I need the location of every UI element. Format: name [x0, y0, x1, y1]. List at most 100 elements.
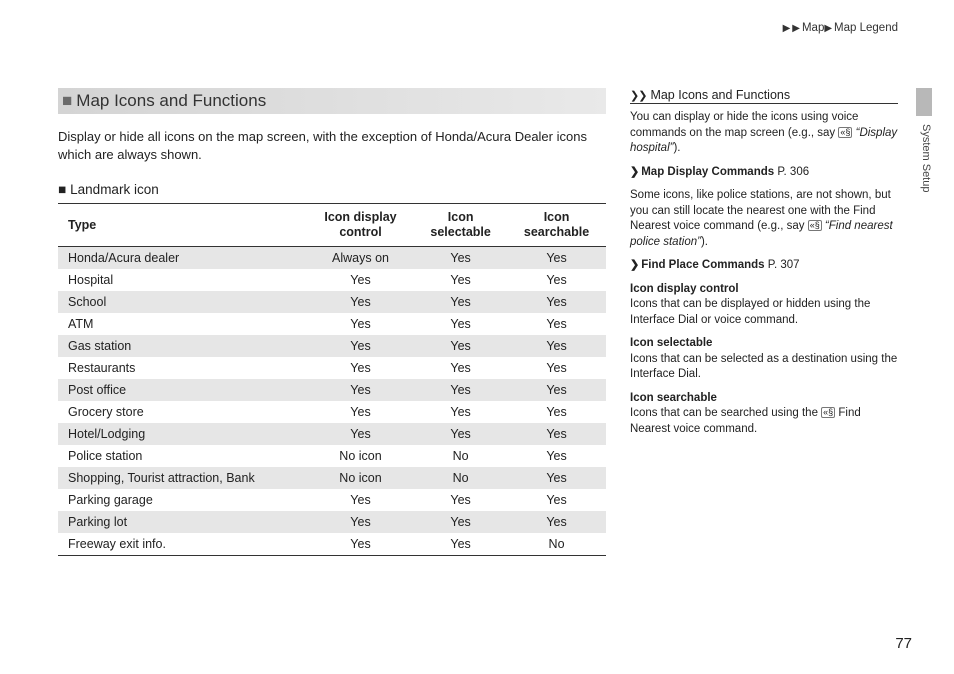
- col-type: Type: [58, 204, 307, 247]
- intro-paragraph: Display or hide all icons on the map scr…: [58, 128, 606, 164]
- definition-body: Icons that can be displayed or hidden us…: [630, 298, 870, 326]
- table-cell: No icon: [307, 467, 414, 489]
- definition-body: Icons that can be selected as a destinat…: [630, 353, 897, 381]
- table-cell: Yes: [507, 511, 606, 533]
- table-cell: Yes: [307, 313, 414, 335]
- definition-block: Icon display control Icons that can be d…: [630, 282, 898, 329]
- table-cell: Yes: [307, 379, 414, 401]
- definition-body: Icons that can be searched using the «§ …: [630, 407, 861, 435]
- table-cell: Yes: [307, 511, 414, 533]
- definition-term: Icon searchable: [630, 391, 898, 407]
- sub-heading-text: Landmark icon: [70, 182, 159, 197]
- definition-term: Icon selectable: [630, 336, 898, 352]
- table-cell: Grocery store: [58, 401, 307, 423]
- voice-command-icon: «§: [821, 407, 835, 418]
- cross-reference: ❯Map Display Commands P. 306: [630, 165, 898, 181]
- left-column: ■Map Icons and Functions Display or hide…: [58, 88, 606, 556]
- table-row: Hotel/LodgingYesYesYes: [58, 423, 606, 445]
- table-cell: Yes: [307, 291, 414, 313]
- table-cell: Yes: [414, 291, 507, 313]
- table-cell: Yes: [307, 357, 414, 379]
- definition-term: Icon display control: [630, 282, 898, 298]
- cross-reference: ❯Find Place Commands P. 307: [630, 258, 898, 274]
- table-cell: ATM: [58, 313, 307, 335]
- table-cell: Yes: [507, 335, 606, 357]
- table-cell: Honda/Acura dealer: [58, 247, 307, 270]
- table-cell: Post office: [58, 379, 307, 401]
- table-cell: Yes: [507, 467, 606, 489]
- col-select: Iconselectable: [414, 204, 507, 247]
- table-row: Gas stationYesYesYes: [58, 335, 606, 357]
- breadcrumb-level1: Map: [802, 22, 824, 34]
- square-marker-icon: ■: [58, 182, 66, 197]
- table-row: SchoolYesYesYes: [58, 291, 606, 313]
- table-cell: No icon: [307, 445, 414, 467]
- landmark-table: Type Icon displaycontrol Iconselectable …: [58, 203, 606, 556]
- table-cell: Parking garage: [58, 489, 307, 511]
- table-cell: Yes: [507, 291, 606, 313]
- table-cell: Yes: [414, 269, 507, 291]
- table-cell: Yes: [414, 511, 507, 533]
- breadcrumb-arrow-icon: ▶: [792, 23, 800, 34]
- table-cell: No: [414, 467, 507, 489]
- content-area: ■Map Icons and Functions Display or hide…: [58, 88, 918, 556]
- table-cell: Parking lot: [58, 511, 307, 533]
- table-row: Honda/Acura dealerAlways onYesYes: [58, 247, 606, 270]
- table-row: Freeway exit info.YesYesNo: [58, 533, 606, 556]
- col-search: Iconsearchable: [507, 204, 606, 247]
- table-row: Grocery storeYesYesYes: [58, 401, 606, 423]
- side-tab-label: System Setup: [916, 124, 932, 192]
- sidebar-heading-text: Map Icons and Functions: [650, 88, 790, 102]
- table-cell: Yes: [414, 335, 507, 357]
- breadcrumb-arrow-icon: ▶: [783, 23, 791, 34]
- table-row: HospitalYesYesYes: [58, 269, 606, 291]
- table-cell: Yes: [307, 423, 414, 445]
- table-row: Parking garageYesYesYes: [58, 489, 606, 511]
- table-cell: Yes: [307, 269, 414, 291]
- table-row: RestaurantsYesYesYes: [58, 357, 606, 379]
- table-cell: Yes: [307, 335, 414, 357]
- table-cell: Yes: [507, 489, 606, 511]
- breadcrumb-arrow-icon: ▶: [824, 23, 832, 34]
- table-cell: Yes: [507, 401, 606, 423]
- section-heading: ■Map Icons and Functions: [58, 88, 606, 114]
- table-cell: Shopping, Tourist attraction, Bank: [58, 467, 307, 489]
- table-cell: Yes: [414, 379, 507, 401]
- manual-page: ▶▶Map▶Map Legend System Setup ■Map Icons…: [0, 0, 954, 674]
- table-cell: Restaurants: [58, 357, 307, 379]
- table-cell: Yes: [414, 313, 507, 335]
- table-cell: Yes: [414, 401, 507, 423]
- section-heading-text: Map Icons and Functions: [76, 91, 266, 110]
- col-display: Icon displaycontrol: [307, 204, 414, 247]
- table-cell: Yes: [307, 489, 414, 511]
- table-cell: Yes: [307, 533, 414, 556]
- table-cell: Yes: [507, 445, 606, 467]
- chevron-icon: ❯: [630, 166, 638, 178]
- right-column: ❯❯Map Icons and Functions You can displa…: [630, 88, 898, 556]
- table-head: Type Icon displaycontrol Iconselectable …: [58, 204, 606, 247]
- table-cell: No: [507, 533, 606, 556]
- table-cell: Police station: [58, 445, 307, 467]
- table-cell: Hospital: [58, 269, 307, 291]
- table-cell: School: [58, 291, 307, 313]
- table-row: Shopping, Tourist attraction, BankNo ico…: [58, 467, 606, 489]
- table-cell: Yes: [507, 423, 606, 445]
- square-marker-icon: ■: [62, 91, 72, 110]
- voice-command-icon: «§: [808, 220, 822, 231]
- table-row: Police stationNo iconNoYes: [58, 445, 606, 467]
- sidebar-paragraph: Some icons, like police stations, are no…: [630, 188, 898, 250]
- table-cell: Yes: [414, 423, 507, 445]
- table-cell: Yes: [507, 313, 606, 335]
- sidebar-heading: ❯❯Map Icons and Functions: [630, 88, 898, 104]
- table-row: ATMYesYesYes: [58, 313, 606, 335]
- table-cell: Yes: [507, 379, 606, 401]
- definition-block: Icon searchable Icons that can be search…: [630, 391, 898, 438]
- table-cell: Freeway exit info.: [58, 533, 307, 556]
- table-cell: Yes: [507, 247, 606, 270]
- table-cell: Yes: [307, 401, 414, 423]
- chevron-icon: ❯: [630, 259, 638, 271]
- sidebar-paragraph: You can display or hide the icons using …: [630, 110, 898, 157]
- voice-command-icon: «§: [838, 127, 852, 138]
- table-cell: No: [414, 445, 507, 467]
- table-cell: Gas station: [58, 335, 307, 357]
